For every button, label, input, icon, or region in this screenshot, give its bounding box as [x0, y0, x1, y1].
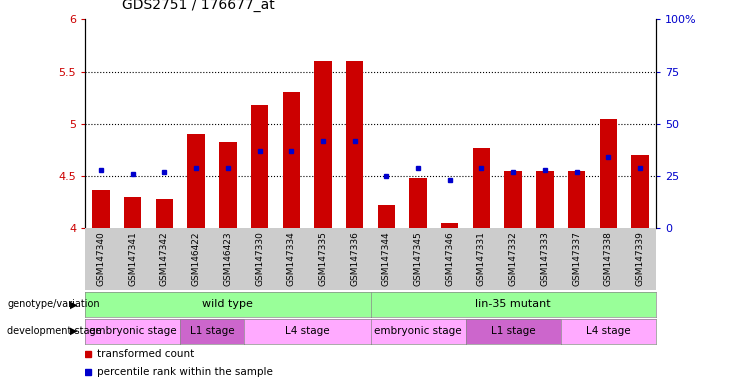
Text: GSM147332: GSM147332 [508, 232, 518, 286]
Text: development stage: development stage [7, 326, 102, 336]
Text: ▶: ▶ [70, 299, 78, 310]
Bar [187, 134, 205, 228]
Bar [251, 105, 268, 228]
Bar [219, 142, 236, 228]
Text: genotype/variation: genotype/variation [7, 299, 100, 310]
Text: GSM147334: GSM147334 [287, 232, 296, 286]
Bar [156, 199, 173, 228]
Bar [631, 155, 648, 228]
Text: GSM147345: GSM147345 [413, 232, 422, 286]
Bar [505, 171, 522, 228]
Text: percentile rank within the sample: percentile rank within the sample [96, 366, 273, 377]
Text: GDS2751 / 176677_at: GDS2751 / 176677_at [122, 0, 275, 12]
Text: wild type: wild type [202, 299, 253, 310]
Bar [473, 148, 490, 228]
Bar [599, 119, 617, 228]
Text: embryonic stage: embryonic stage [89, 326, 176, 336]
Bar [314, 61, 332, 228]
Bar [346, 61, 363, 228]
Text: L1 stage: L1 stage [491, 326, 536, 336]
Bar [378, 205, 395, 228]
Text: transformed count: transformed count [96, 349, 194, 359]
Text: L1 stage: L1 stage [190, 326, 234, 336]
Text: GSM146422: GSM146422 [192, 232, 201, 286]
Text: GSM147330: GSM147330 [255, 232, 264, 286]
Bar [124, 197, 142, 228]
Text: GSM147335: GSM147335 [319, 232, 328, 286]
Text: GSM147333: GSM147333 [540, 232, 549, 286]
Text: embryonic stage: embryonic stage [374, 326, 462, 336]
Text: GSM147344: GSM147344 [382, 232, 391, 286]
Text: GSM147337: GSM147337 [572, 232, 581, 286]
Text: GSM147338: GSM147338 [604, 232, 613, 286]
Text: GSM147340: GSM147340 [96, 232, 105, 286]
Text: L4 stage: L4 stage [285, 326, 330, 336]
Text: GSM147346: GSM147346 [445, 232, 454, 286]
Bar [282, 93, 300, 228]
Bar [568, 171, 585, 228]
Text: GSM147339: GSM147339 [636, 232, 645, 286]
Bar [409, 178, 427, 228]
Text: GSM147342: GSM147342 [160, 232, 169, 286]
Bar [441, 223, 459, 228]
Text: lin-35 mutant: lin-35 mutant [475, 299, 551, 310]
Text: GSM146423: GSM146423 [223, 232, 233, 286]
Bar [536, 171, 554, 228]
Bar [93, 190, 110, 228]
Text: ▶: ▶ [70, 326, 78, 336]
Text: L4 stage: L4 stage [586, 326, 631, 336]
Text: GSM147336: GSM147336 [350, 232, 359, 286]
Text: GSM147341: GSM147341 [128, 232, 137, 286]
Text: GSM147331: GSM147331 [477, 232, 486, 286]
